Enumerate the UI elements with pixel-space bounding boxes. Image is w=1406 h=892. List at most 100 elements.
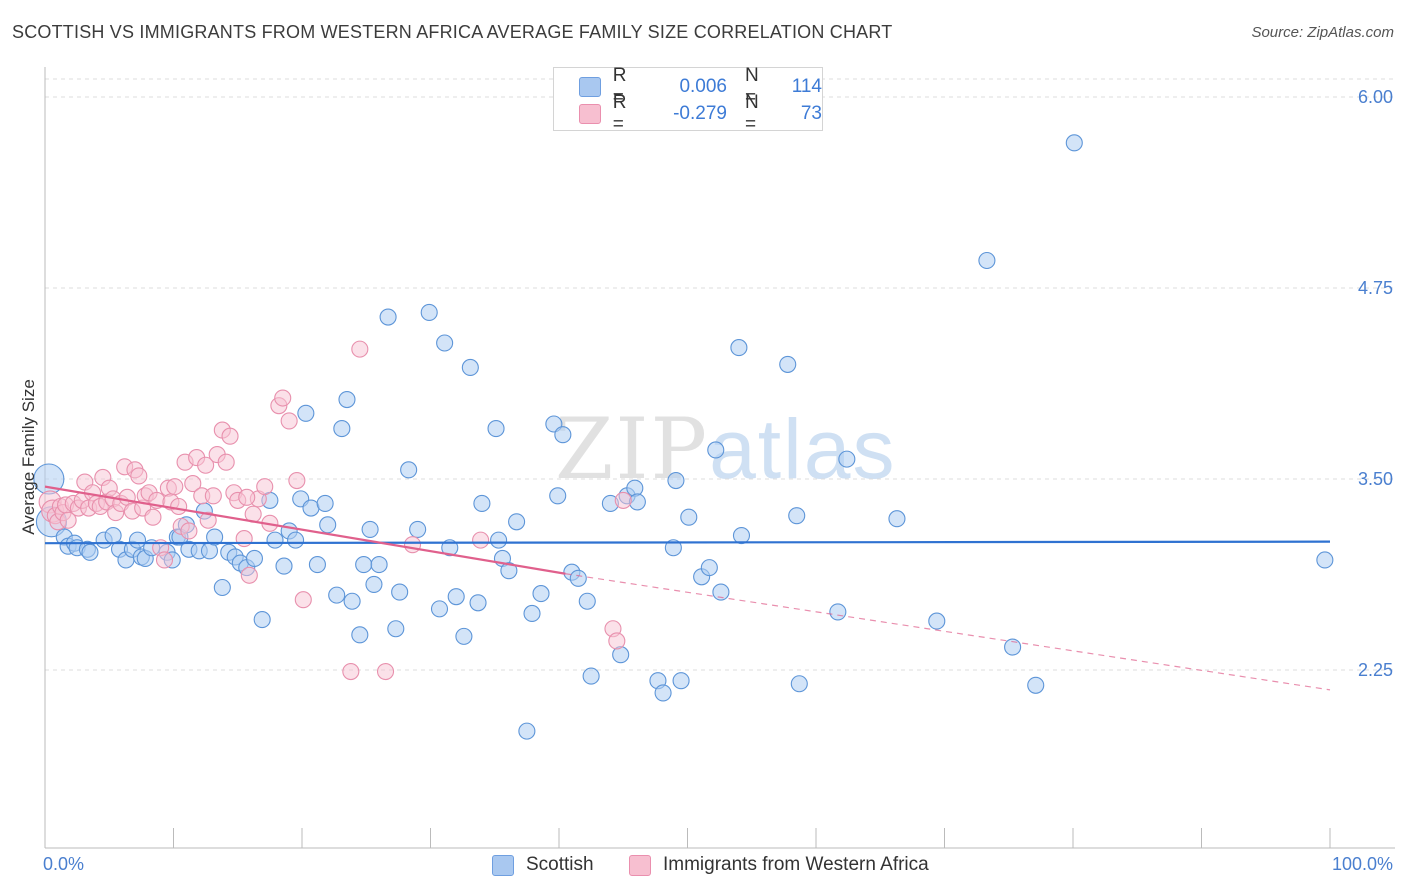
western-africa-point [288, 471, 306, 490]
bottom-swatch-scottish [492, 854, 514, 876]
scottish-point [316, 494, 334, 512]
western-africa-point [180, 522, 198, 540]
scottish-point [838, 450, 856, 468]
x-tick-label: 0.0% [43, 854, 84, 874]
legend-n-label: N = [744, 65, 759, 108]
scottish-point [664, 539, 682, 557]
scottish-point [732, 526, 751, 545]
scottish-point [302, 499, 320, 517]
x-tick-label: 100.0% [1332, 854, 1393, 874]
scottish-point [790, 675, 808, 693]
scottish-point [569, 569, 587, 587]
trend-lines [44, 485, 1331, 691]
y-tick-label: 6.00 [1358, 87, 1393, 107]
scottish-point [308, 556, 326, 574]
western-africa-point [130, 467, 148, 485]
watermark-atlas: atlas [709, 402, 897, 496]
legend-r-label: R = [612, 92, 627, 135]
legend-r-value: 0.006 [679, 76, 727, 97]
scottish-point [1065, 134, 1083, 152]
scottish-point [333, 420, 351, 438]
scottish-point [654, 684, 672, 702]
legend-n-label: N = [744, 92, 759, 135]
western-africa-point [614, 491, 632, 509]
scottish-point [1027, 676, 1045, 694]
scottish-point [128, 531, 147, 549]
scottish-point [409, 520, 427, 538]
western-africa-points [38, 340, 632, 681]
scottish-point [351, 626, 369, 644]
scottish-point [518, 722, 536, 740]
scottish-point [532, 585, 550, 603]
y-tick-label: 3.50 [1358, 469, 1393, 489]
western-africa-point [342, 662, 360, 681]
scottish-point [829, 603, 847, 621]
western-africa-point [155, 551, 174, 569]
bottom-swatch-western-africa [629, 854, 651, 876]
scottish-point [490, 531, 508, 549]
scottish-point [473, 494, 491, 512]
scottish-point [978, 251, 996, 270]
scottish-point [628, 493, 646, 511]
western-africa-point [608, 632, 626, 650]
scottish-point [400, 461, 418, 479]
scottish-point [523, 604, 541, 623]
western-africa-point [184, 475, 202, 493]
scottish-point [712, 583, 730, 601]
scottish-point [582, 667, 600, 685]
correlation-legend: R = 0.006 N = 114 R = -0.279 N = 73 [553, 65, 823, 135]
scottish-point [779, 355, 797, 373]
legend-r-value: -0.279 [673, 103, 727, 124]
y-tick-label: 2.25 [1358, 660, 1393, 680]
bottom-legend-scottish: Scottish [492, 851, 594, 879]
scottish-point [245, 549, 264, 568]
scottish-point [549, 487, 567, 505]
western-africa-point [274, 389, 292, 407]
scottish-point [387, 620, 405, 638]
western-africa-point [280, 412, 298, 430]
scottish-point [206, 528, 224, 546]
scottish-point [680, 508, 698, 526]
axes [44, 67, 1395, 849]
axis-labels: 2.25 3.50 4.75 6.00 0.0% 100.0% Average Family… [19, 87, 1393, 874]
western-africa-point [166, 478, 184, 496]
western-africa-point [217, 453, 235, 471]
scottish-point [319, 516, 337, 534]
scottish-point [420, 303, 438, 321]
y-tick-label: 4.75 [1358, 278, 1393, 298]
scottish-point [672, 672, 690, 690]
western-africa-point [235, 530, 253, 548]
scottish-point [700, 559, 718, 577]
western-africa-trend-extension [565, 573, 1331, 691]
legend-n-value: 114 [791, 76, 822, 97]
western-africa-point [240, 566, 258, 584]
scottish-point [379, 308, 397, 326]
western-africa-point [204, 487, 222, 505]
scottish-point [461, 358, 479, 377]
scottish-point [365, 575, 383, 593]
scottish-point [430, 600, 449, 618]
scottish-point [554, 426, 572, 444]
scottish-point [297, 404, 315, 422]
scottish-point [287, 531, 305, 549]
bottom-legend-label: Scottish [526, 854, 594, 875]
scottish-point [391, 583, 409, 601]
y-axis-label: Average Family Size [19, 379, 38, 535]
scottish-point [253, 611, 271, 629]
scottish-point [447, 588, 465, 606]
scottish-trend-line [44, 540, 1331, 545]
western-africa-point [294, 591, 312, 609]
scottish-point [355, 556, 373, 574]
scottish-point [338, 390, 356, 409]
western-africa-point [403, 536, 422, 554]
scottish-point [508, 513, 526, 531]
scottish-point [888, 510, 906, 528]
chart-title: SCOTTISH VS IMMIGRANTS FROM WESTERN AFRI… [12, 22, 893, 42]
scottish-point [578, 592, 596, 610]
scottish-point [667, 471, 685, 490]
western-africa-point [256, 478, 274, 496]
bottom-legend-western-africa: Immigrants from Western Africa [629, 851, 929, 879]
scottish-point [361, 520, 379, 538]
western-africa-trend-line [44, 485, 566, 575]
